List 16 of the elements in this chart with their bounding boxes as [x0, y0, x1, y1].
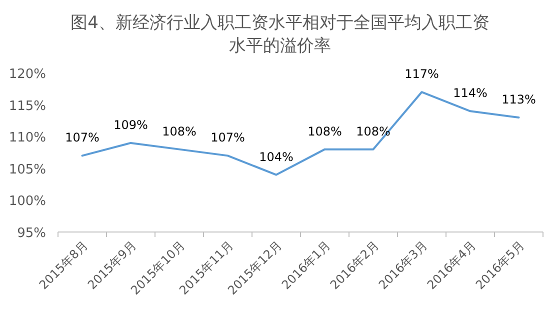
data-label: 114% — [453, 86, 488, 100]
data-label: 113% — [502, 92, 536, 107]
data-label: 104% — [259, 150, 294, 164]
y-tick-label: 100% — [8, 194, 46, 210]
y-tick-label: 115% — [8, 98, 46, 114]
data-label: 108% — [308, 124, 342, 138]
y-tick-label: 120% — [8, 67, 46, 82]
y-tick-label: 105% — [8, 162, 46, 178]
data-label: 107% — [65, 130, 100, 145]
data-label: 108% — [162, 124, 196, 138]
y-tick-label: 95% — [17, 226, 46, 241]
data-label: 109% — [114, 118, 148, 132]
y-tick-label: 110% — [8, 130, 46, 146]
title: 图4、新经济行业入职工资水平相对于全国平均入职工资水平的溢价率 — [70, 13, 490, 56]
data-label: 117% — [404, 67, 439, 82]
data-label: 107% — [210, 130, 245, 145]
